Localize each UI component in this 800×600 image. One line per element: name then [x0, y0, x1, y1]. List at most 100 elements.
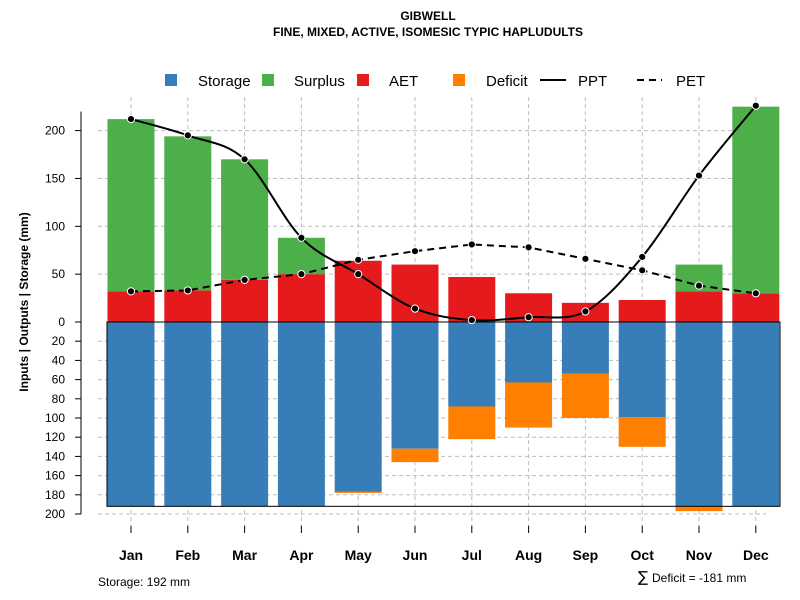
aet-bar — [448, 277, 496, 322]
legend-label-aet: AET — [389, 73, 418, 90]
ppt-point — [638, 252, 647, 262]
y-tick-label: 200 — [45, 507, 65, 521]
storage-bar — [448, 322, 496, 407]
deficit-footnote: Deficit = -181 mm — [652, 571, 746, 585]
ppt-point — [183, 131, 192, 140]
pet-point — [581, 254, 590, 263]
legend-label-pet: PET — [676, 73, 705, 90]
legend-swatch-aet — [357, 74, 369, 86]
pet-point — [126, 287, 136, 296]
month-label: Sep — [573, 547, 599, 563]
storage-bar — [391, 322, 439, 449]
month-label: Jul — [462, 547, 482, 563]
storage-bar — [277, 322, 325, 507]
bars — [107, 106, 780, 512]
y-tick-label: 120 — [45, 430, 65, 444]
y-tick-label: 150 — [45, 171, 65, 185]
deficit-bar — [618, 417, 666, 447]
month-label: Dec — [743, 547, 769, 563]
y-tick-label: 20 — [52, 334, 66, 348]
pet-line — [130, 243, 756, 295]
y-tick-label: 80 — [52, 392, 66, 406]
pet-point — [297, 270, 306, 279]
ppt-point — [240, 155, 249, 164]
storage-bar — [675, 322, 723, 507]
y-tick-label: 200 — [45, 124, 65, 138]
pet-point — [467, 240, 476, 249]
legend: Storage Surplus AET Deficit PPT PET — [165, 73, 705, 90]
ppt-point — [524, 313, 533, 322]
pet-point — [410, 247, 420, 256]
legend-swatch-storage — [165, 74, 177, 86]
deficit-bar — [448, 406, 496, 440]
surplus-bar — [164, 136, 212, 291]
ppt-point — [467, 315, 476, 325]
aet-bar — [732, 293, 780, 322]
surplus-bar — [221, 159, 269, 280]
storage-bar — [334, 322, 382, 492]
ppt-point — [410, 304, 420, 313]
aet-bar — [107, 291, 155, 322]
storage-capacity-frame — [106, 321, 781, 507]
aet-bar — [221, 279, 269, 322]
deficit-bar — [505, 382, 553, 428]
ppt-point — [297, 233, 306, 242]
legend-label-ppt: PPT — [578, 73, 607, 90]
deficit-bar — [391, 448, 439, 463]
month-label: Jan — [119, 547, 143, 563]
storage-bar — [561, 322, 609, 374]
y-tick-label: 0 — [58, 315, 65, 329]
aet-bar — [618, 299, 666, 322]
storage-bar — [505, 322, 553, 383]
month-label: Nov — [686, 547, 713, 563]
y-tick-label: 140 — [45, 449, 65, 463]
pet-point — [524, 243, 533, 252]
ppt-point — [126, 115, 136, 124]
y-tick-label: 160 — [45, 469, 65, 483]
y-tick-label: 100 — [45, 411, 65, 425]
month-label: Feb — [175, 547, 200, 563]
month-label: May — [345, 547, 372, 563]
aet-bar — [277, 274, 325, 322]
deficit-bar — [561, 373, 609, 418]
pet-point — [638, 266, 647, 275]
series-lines — [126, 101, 760, 325]
month-label: Apr — [289, 547, 314, 563]
sum-icon: ∑ — [638, 568, 648, 586]
legend-swatch-surplus — [262, 74, 274, 86]
y-tick-label: 100 — [45, 219, 65, 233]
storage-footnote: Storage: 192 mm — [98, 575, 190, 589]
surplus-bar — [732, 106, 780, 294]
axes: 0 50 100 150 200 20 40 60 80 100 120 140 160 180 200 — [45, 111, 781, 521]
pet-point — [354, 255, 363, 264]
surplus-bar — [107, 119, 155, 292]
ppt-point — [581, 307, 590, 316]
chart-subtitle: FINE, MIXED, ACTIVE, ISOMESIC TYPIC HAPL… — [273, 25, 583, 39]
pet-point — [694, 281, 704, 290]
pet-point — [751, 289, 760, 298]
storage-bar — [618, 322, 666, 418]
ppt-point — [751, 101, 760, 110]
storage-bar — [732, 322, 780, 507]
pet-point — [183, 286, 192, 295]
deficit-bar — [675, 506, 723, 512]
y-tick-label: 50 — [52, 267, 66, 281]
month-label: Mar — [232, 547, 257, 563]
legend-label-storage: Storage — [198, 73, 251, 90]
month-label: Oct — [631, 547, 655, 563]
surplus-bar — [277, 237, 325, 275]
x-axis-labels: Jan Feb Mar Apr May Jun Jul Aug Sep Oct Nov Dec — [119, 526, 769, 563]
aet-bar — [164, 290, 212, 322]
pet-point — [240, 275, 249, 284]
month-label: Jun — [403, 547, 428, 563]
y-tick-label: 180 — [45, 488, 65, 502]
deficit-bar — [334, 491, 382, 493]
y-tick-label: 60 — [52, 373, 66, 387]
month-label: Aug — [515, 547, 542, 563]
storage-bar — [221, 322, 269, 507]
legend-label-surplus: Surplus — [294, 73, 345, 90]
chart-title: GIBWELL — [400, 9, 455, 23]
y-tick-label: 40 — [52, 353, 66, 367]
ppt-point — [694, 171, 704, 180]
